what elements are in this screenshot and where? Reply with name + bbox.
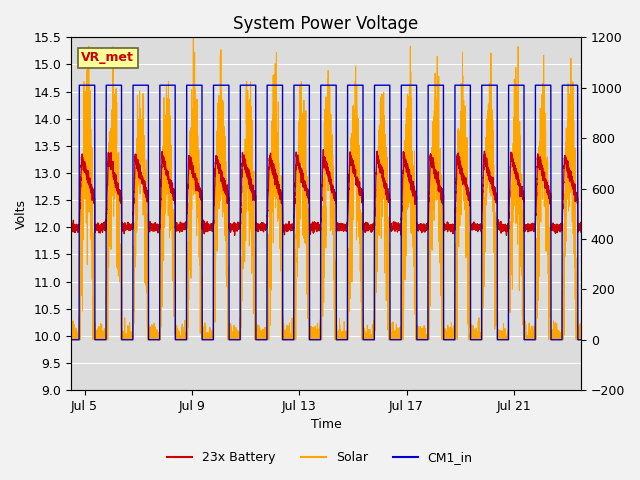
Text: VR_met: VR_met (81, 51, 134, 64)
X-axis label: Time: Time (310, 419, 341, 432)
Title: System Power Voltage: System Power Voltage (234, 15, 419, 33)
Legend: 23x Battery, Solar, CM1_in: 23x Battery, Solar, CM1_in (163, 446, 477, 469)
Y-axis label: Volts: Volts (15, 199, 28, 229)
